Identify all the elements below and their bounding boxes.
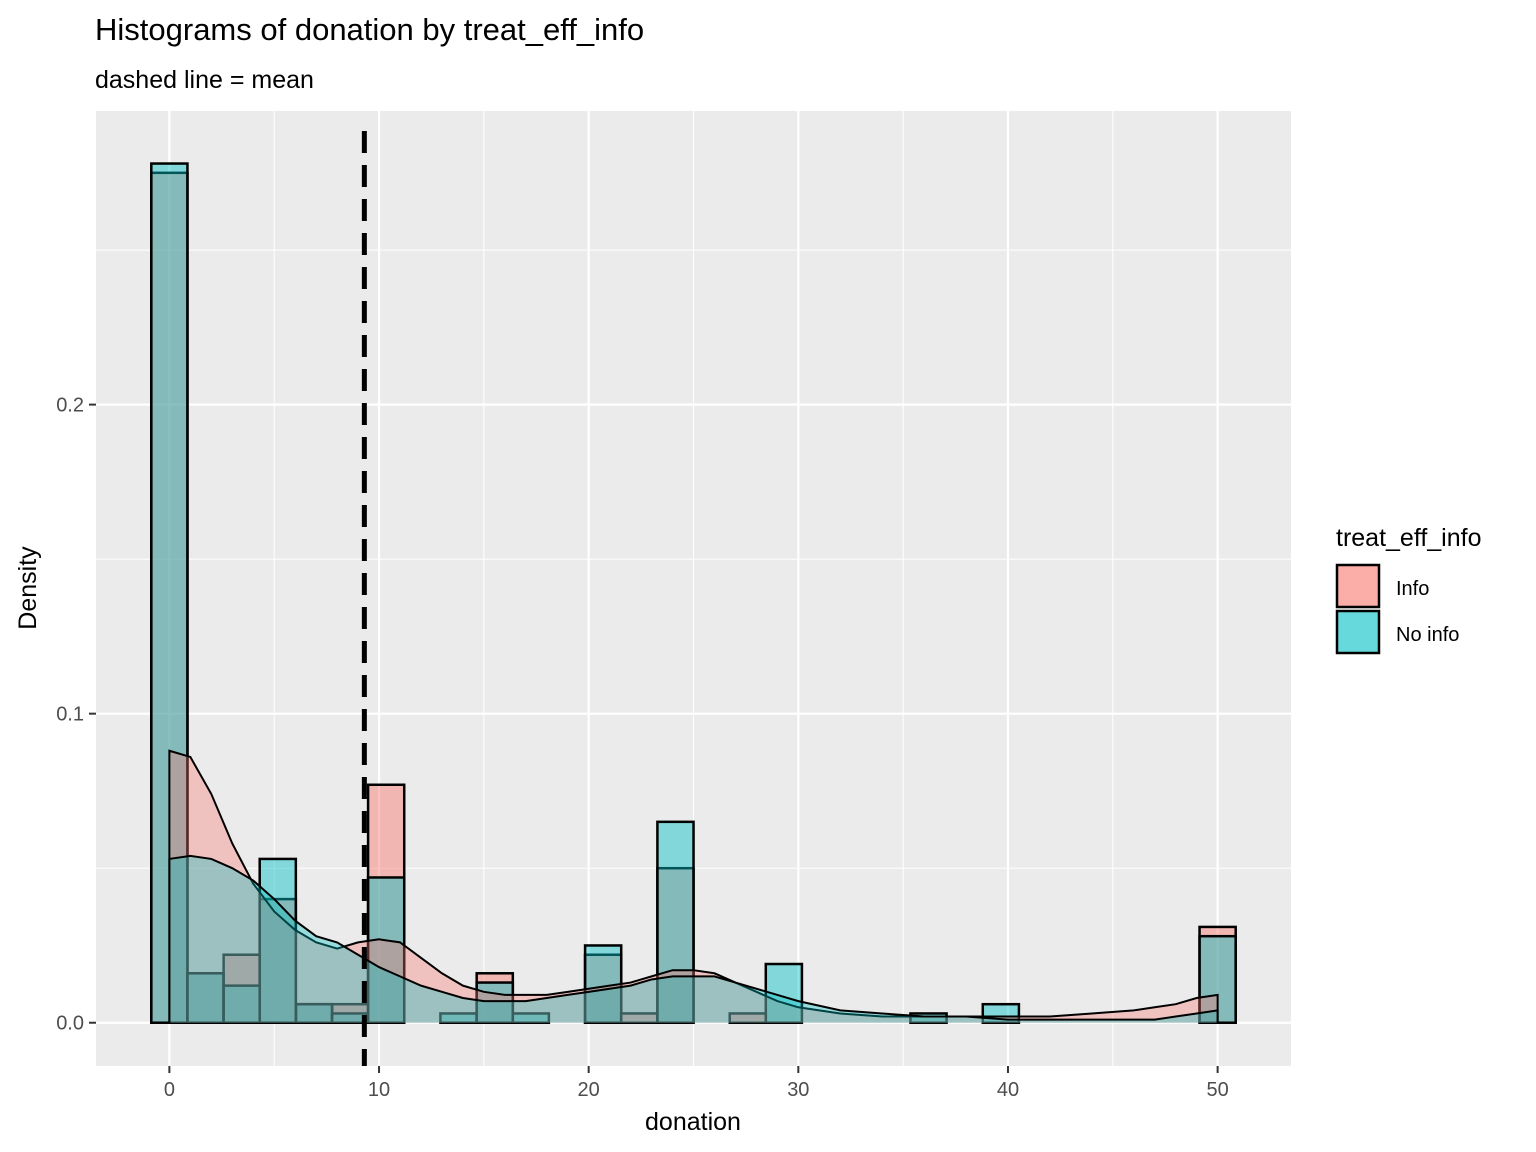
bar-no-info — [475, 981, 515, 1024]
x-tick-label: 20 — [578, 1079, 600, 1101]
x-tick-label: 50 — [1206, 1079, 1228, 1101]
density-area-no-info — [169, 855, 1218, 1023]
density-line-info — [168, 749, 1219, 1023]
chart-title: Histograms of donation by treat_eff_info — [95, 12, 644, 47]
bar-no-info — [511, 1012, 551, 1024]
legend-label-no-info: No info — [1396, 624, 1459, 646]
y-tick-label: 0.0 — [56, 1013, 84, 1035]
bar-no-info — [656, 820, 695, 1024]
legend-swatch-info — [1335, 563, 1381, 609]
x-tick-label: 0 — [164, 1079, 175, 1101]
bar-no-info — [186, 972, 225, 1024]
density-line-no-info — [168, 854, 1219, 1023]
x-tick-label: 10 — [368, 1079, 390, 1101]
chart-subtitle: dashed line = mean — [95, 66, 314, 94]
bar-no-info — [258, 857, 298, 1024]
bar-info — [186, 972, 225, 1024]
density-curves — [168, 749, 1219, 1023]
legend: treat_eff_info Info No info — [1335, 524, 1481, 655]
y-axis-title: Density — [14, 546, 42, 630]
legend-swatch-no-info — [1335, 609, 1381, 655]
legend-title: treat_eff_info — [1336, 524, 1481, 552]
x-tick-label: 30 — [787, 1079, 809, 1101]
x-tick-label: 40 — [997, 1079, 1019, 1101]
bar-no-info — [366, 876, 406, 1024]
y-tick-label: 0.1 — [56, 704, 84, 726]
y-tick-label: 0.2 — [56, 395, 84, 417]
legend-label-info: Info — [1396, 578, 1429, 600]
y-axis: 0.0 0.1 0.2 — [56, 395, 96, 1035]
x-axis-title: donation — [645, 1108, 741, 1136]
density-area-info — [169, 750, 1218, 1023]
bar-no-info — [909, 1012, 948, 1024]
bar-no-info — [222, 984, 262, 1024]
bar-info — [222, 953, 262, 1024]
x-axis: 0 10 20 30 40 50 — [164, 1066, 1229, 1101]
